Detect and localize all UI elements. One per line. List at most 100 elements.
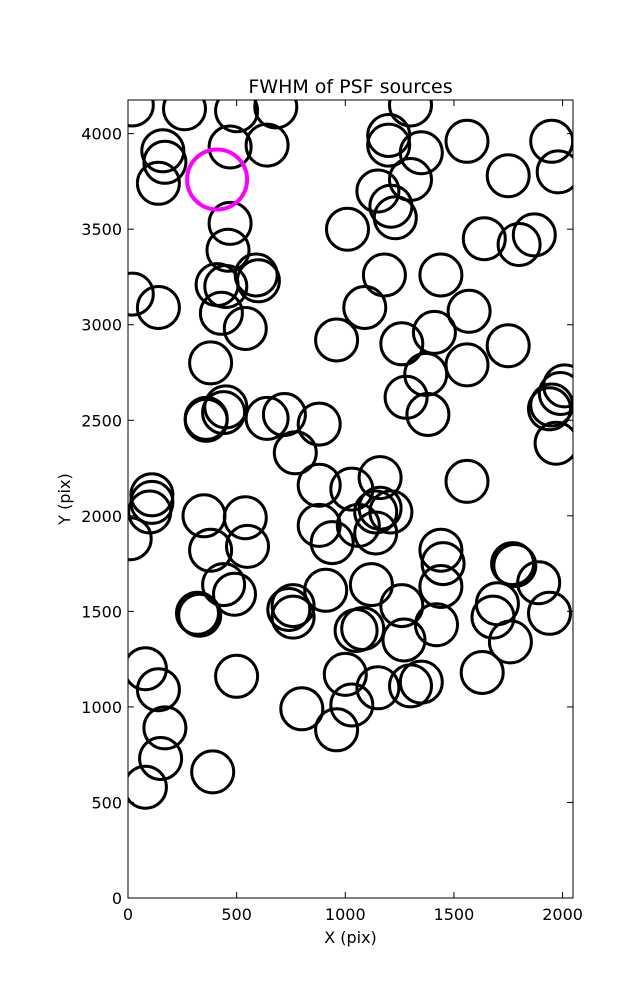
psf-source-marker <box>207 200 253 246</box>
psf-source-marker <box>135 160 181 206</box>
psf-source-marker <box>372 195 418 241</box>
psf-source-marker <box>222 495 268 541</box>
psf-source-marker <box>470 594 516 640</box>
psf-source-marker <box>355 168 401 214</box>
psf-source-marker <box>368 489 414 535</box>
psf-source-marker <box>418 564 464 609</box>
psf-source-marker <box>177 592 223 638</box>
psf-source-marker <box>329 682 375 728</box>
psf-source-marker <box>533 420 573 466</box>
psf-source-marker <box>222 306 268 351</box>
psf-source-marker <box>128 764 168 810</box>
psf-source-marker <box>353 489 399 535</box>
y-tick-label: 500 <box>91 793 122 812</box>
psf-source-marker <box>420 541 466 587</box>
psf-source-marker <box>342 285 388 330</box>
psf-source-marker <box>244 395 290 441</box>
x-tick-label: 500 <box>221 905 252 924</box>
psf-source-marker <box>511 212 557 258</box>
psf-source-marker <box>175 590 220 636</box>
y-tick-label: 3000 <box>81 316 122 335</box>
psf-source-marker <box>361 252 407 298</box>
psf-source-marker <box>296 502 342 548</box>
y-tick-label: 1500 <box>81 602 122 621</box>
psf-source-marker <box>214 653 260 699</box>
psf-source-marker <box>162 100 207 132</box>
psf-source-marker <box>366 113 412 158</box>
psf-source-marker <box>444 118 490 164</box>
psf-source-marker <box>325 206 370 252</box>
psf-source-marker <box>485 153 531 199</box>
psf-source-marker <box>366 122 412 168</box>
psf-source-marker <box>314 707 360 753</box>
y-tick-label: 2000 <box>81 507 122 526</box>
y-tick-label: 4000 <box>81 125 122 144</box>
psf-source-marker <box>135 285 181 330</box>
psf-source-marker <box>279 686 325 732</box>
psf-source-marker <box>461 216 507 262</box>
psf-source-marker <box>201 562 247 608</box>
psf-source-marker <box>329 466 375 512</box>
psf-source-marker <box>496 222 542 267</box>
psf-source-marker <box>253 100 299 130</box>
psf-source-marker <box>270 583 316 629</box>
psf-source-marker <box>446 288 492 334</box>
psf-source-marker <box>296 462 342 508</box>
y-tick-label: 3500 <box>81 220 122 239</box>
psf-source-marker <box>207 124 253 170</box>
psf-source-marker <box>142 705 188 751</box>
psf-source-marker <box>128 100 155 128</box>
psf-source-marker <box>214 100 260 134</box>
x-tick-label: 0 <box>123 905 133 924</box>
y-tick-label: 1000 <box>81 698 122 717</box>
psf-source-marker <box>314 317 360 363</box>
psf-source-marker <box>444 458 490 504</box>
psf-source-marker <box>272 430 318 476</box>
x-axis-title: X (pix) <box>324 928 377 947</box>
psf-source-marker <box>405 392 451 437</box>
psf-source-marker <box>225 523 270 569</box>
psf-source-marker <box>128 271 155 317</box>
psf-source-marker <box>414 602 459 648</box>
psf-source-marker <box>322 651 368 697</box>
psf-source-marker <box>398 130 444 176</box>
psf-source-marker <box>487 619 533 665</box>
psf-source-marker <box>485 323 531 369</box>
psf-source-marker <box>379 583 425 629</box>
psf-source-marker <box>381 617 427 663</box>
psf-source-marker <box>516 560 562 606</box>
psf-source-marker <box>235 258 281 304</box>
psf-source-marker <box>198 290 244 336</box>
psf-source-marker <box>474 581 520 627</box>
psf-source-marker <box>270 594 316 640</box>
psf-source-marker <box>138 736 184 781</box>
psf-source-marker <box>303 567 349 613</box>
psf-source-marker <box>212 571 257 617</box>
psf-source-marker <box>203 264 249 309</box>
psf-source-marker <box>444 342 490 388</box>
psf-source-marker <box>542 363 573 409</box>
psf-source-marker <box>379 321 425 367</box>
psf-source-marker <box>388 100 433 128</box>
psf-source-marker <box>188 340 234 386</box>
psf-source-marker <box>205 227 251 273</box>
psf-source-marker <box>309 520 355 566</box>
y-tick-label: 0 <box>112 889 122 908</box>
psf-source-marker <box>183 397 229 443</box>
psf-source-marker <box>188 527 234 573</box>
psf-source-marker <box>266 587 312 632</box>
psf-source-marker <box>135 667 181 713</box>
psf-source-marker <box>492 543 538 588</box>
psf-source-marker <box>529 118 573 164</box>
psf-source-marker <box>128 516 153 562</box>
psf-source-marker <box>296 401 342 447</box>
psf-source-marker <box>194 262 240 308</box>
x-tick-label: 1000 <box>325 905 366 924</box>
psf-source-marker <box>142 139 188 185</box>
psf-source-marker <box>355 665 401 711</box>
psf-source-marker <box>537 371 573 416</box>
plot-frame <box>127 99 574 899</box>
x-tick-label: 1500 <box>434 905 475 924</box>
x-tick-label: 2000 <box>542 905 583 924</box>
